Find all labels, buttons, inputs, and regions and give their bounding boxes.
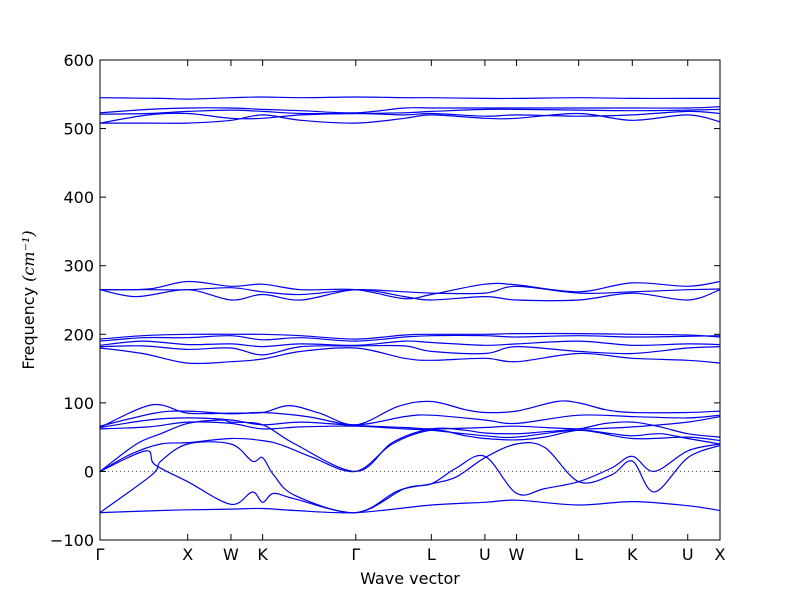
x-tick-label: Γ <box>96 545 105 564</box>
band-line-12 <box>99 340 721 348</box>
band-line-19 <box>99 110 721 124</box>
x-tick-label: L <box>574 545 583 564</box>
band-line-17 <box>99 280 721 300</box>
x-tick-label: U <box>479 545 491 564</box>
plot-frame <box>99 59 721 541</box>
x-tick-label: Γ <box>351 545 360 564</box>
x-tick-label: W <box>509 545 525 564</box>
x-tick-label: U <box>682 545 694 564</box>
y-tick-label: 300 <box>63 257 94 276</box>
y-axis-title-text: Frequency <box>19 282 38 370</box>
y-axis: −100 0 100 200 300 400 500 600 <box>50 51 720 550</box>
band-line-18 <box>99 112 721 124</box>
y-tick-label: 100 <box>63 394 94 413</box>
band-line-15 <box>99 289 721 302</box>
band-line-4 <box>99 429 721 473</box>
band-line-7 <box>99 416 721 430</box>
band-line-9 <box>99 400 721 429</box>
band-line-22 <box>99 96 721 100</box>
band-line-13 <box>99 334 721 342</box>
y-tick-label: 500 <box>63 120 94 139</box>
x-tick-label: K <box>257 545 268 564</box>
band-line-21 <box>99 106 721 114</box>
band-line-14 <box>99 332 721 340</box>
band-line-8 <box>99 410 721 427</box>
band-line-16 <box>99 285 721 296</box>
band-line-6 <box>99 421 721 442</box>
band-line-20 <box>99 108 721 115</box>
x-tick-label: K <box>627 545 638 564</box>
band-line-3 <box>99 442 721 514</box>
band-line-10 <box>99 347 721 365</box>
x-tick-label: L <box>427 545 436 564</box>
y-tick-label: 0 <box>84 462 94 481</box>
y-tick-label: 400 <box>63 188 94 207</box>
y-tick-label: −100 <box>50 531 94 550</box>
band-line-11 <box>99 344 721 356</box>
x-tick-label: W <box>223 545 239 564</box>
band-lines <box>99 96 721 514</box>
y-tick-label: 600 <box>63 51 94 70</box>
x-tick-label: X <box>182 545 193 564</box>
y-axis-title: Frequency (cm⁻¹) <box>19 230 38 369</box>
x-tick-label: X <box>715 545 726 564</box>
y-tick-label: 200 <box>63 325 94 344</box>
x-axis-title: Wave vector <box>360 569 460 588</box>
y-axis-unit: (cm⁻¹) <box>19 230 38 281</box>
band-line-1 <box>99 499 721 514</box>
